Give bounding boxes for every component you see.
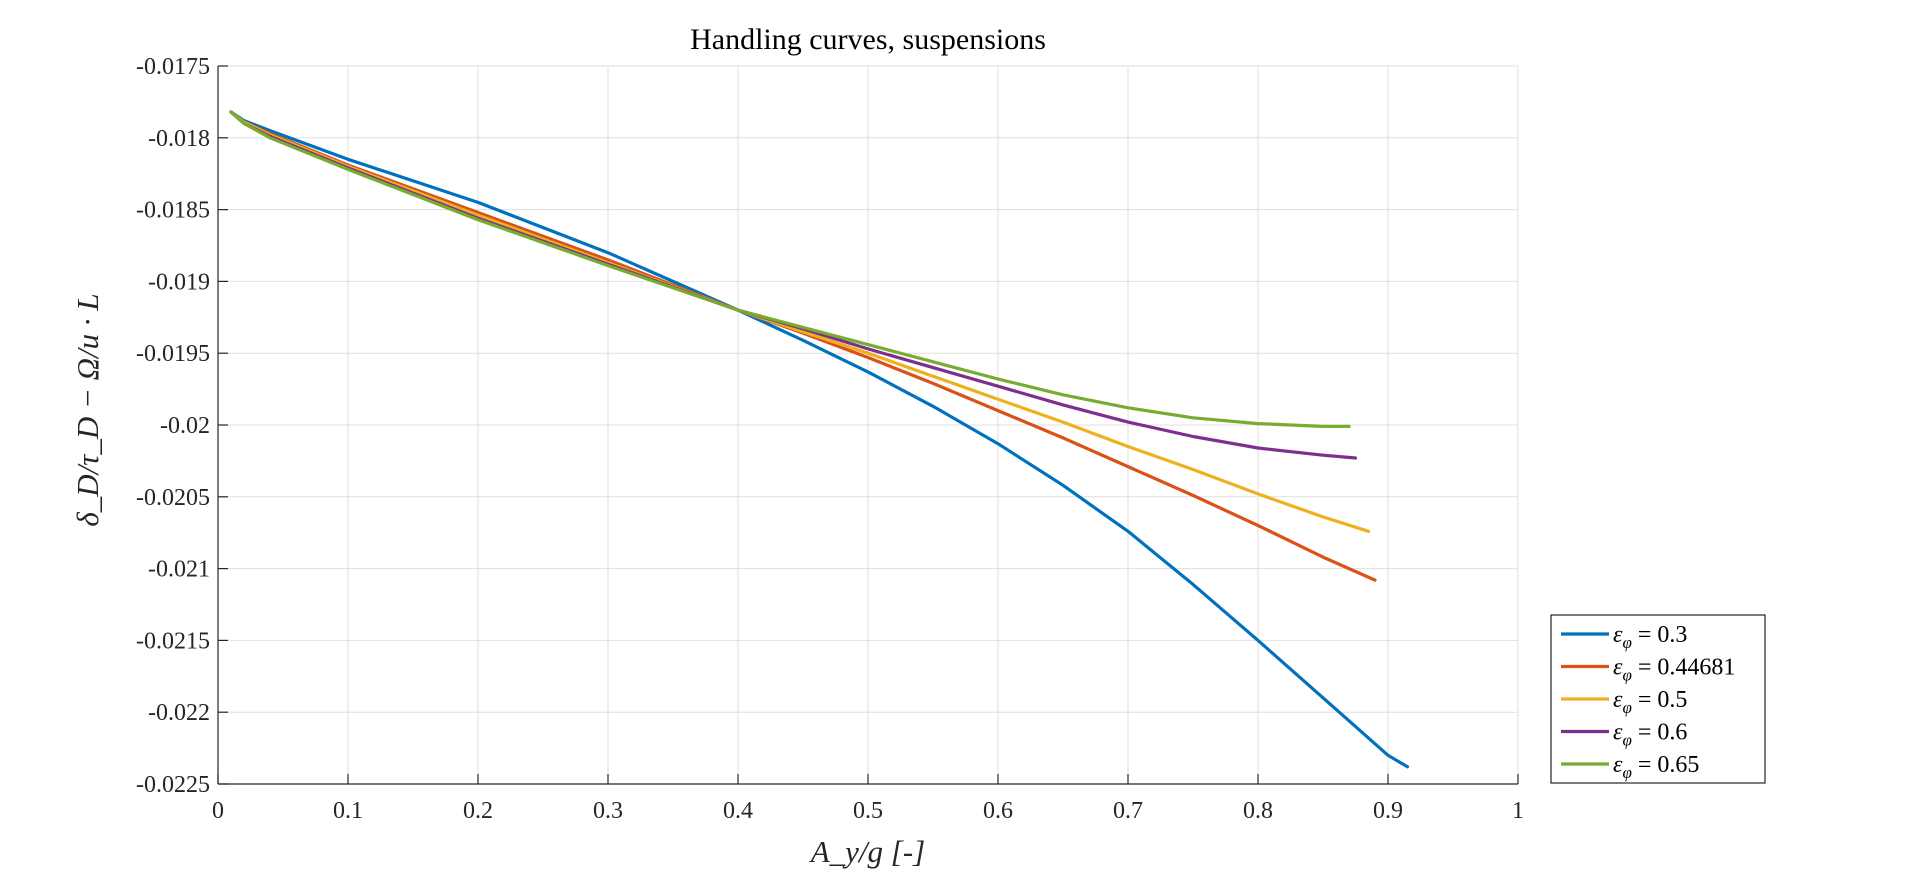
legend-label: εφ = 0.6 xyxy=(1613,720,1687,750)
y-tick-label: -0.0195 xyxy=(136,341,210,367)
x-tick-label: 0 xyxy=(212,798,224,824)
y-tick-label: -0.019 xyxy=(148,269,210,295)
axes-layer xyxy=(217,65,1519,785)
y-axis-label: δ_D/τ_D − Ω/u · L xyxy=(70,293,105,526)
x-tick-label: 0.1 xyxy=(333,798,363,824)
tick-label-layer: 0 0.1 0.2 0.3 0.4 0.5 0.6 0.7 0.8 0.9 1 -0.0175 -0.0… xyxy=(136,54,1524,824)
series-line-4 xyxy=(229,110,1351,428)
x-tick-label: 0.7 xyxy=(1113,798,1143,824)
series-line-0 xyxy=(229,110,1410,769)
legend-label: εφ = 0.3 xyxy=(1613,622,1687,652)
x-tick-label: 0.2 xyxy=(463,798,493,824)
series-layer xyxy=(229,110,1410,769)
y-tick-label: -0.0175 xyxy=(136,54,210,80)
legend-label: εφ = 0.44681 xyxy=(1613,655,1735,685)
x-tick-label: 0.3 xyxy=(593,798,623,824)
x-tick-label: 0.6 xyxy=(983,798,1013,824)
x-tick-label: 0.5 xyxy=(853,798,883,824)
y-tick-label: -0.0205 xyxy=(136,485,210,511)
y-tick-label: -0.0215 xyxy=(136,628,210,654)
y-tick-label: -0.022 xyxy=(148,700,210,726)
legend-label: εφ = 0.65 xyxy=(1613,752,1699,782)
x-tick-label: 0.8 xyxy=(1243,798,1273,824)
y-tick-label: -0.0185 xyxy=(136,198,210,224)
y-tick-label: -0.018 xyxy=(148,126,210,152)
x-tick-label: 0.4 xyxy=(723,798,753,824)
chart-title: Handling curves, suspensions xyxy=(690,23,1046,56)
x-axis-label: A_y/g [-] xyxy=(809,834,926,869)
y-tick-label: -0.02 xyxy=(160,413,210,439)
x-tick-label: 1 xyxy=(1512,798,1524,824)
y-tick-label: -0.0225 xyxy=(136,772,210,798)
legend-label: εφ = 0.5 xyxy=(1613,687,1687,717)
y-tick-label: -0.021 xyxy=(148,557,210,583)
x-tick-label: 0.9 xyxy=(1373,798,1403,824)
